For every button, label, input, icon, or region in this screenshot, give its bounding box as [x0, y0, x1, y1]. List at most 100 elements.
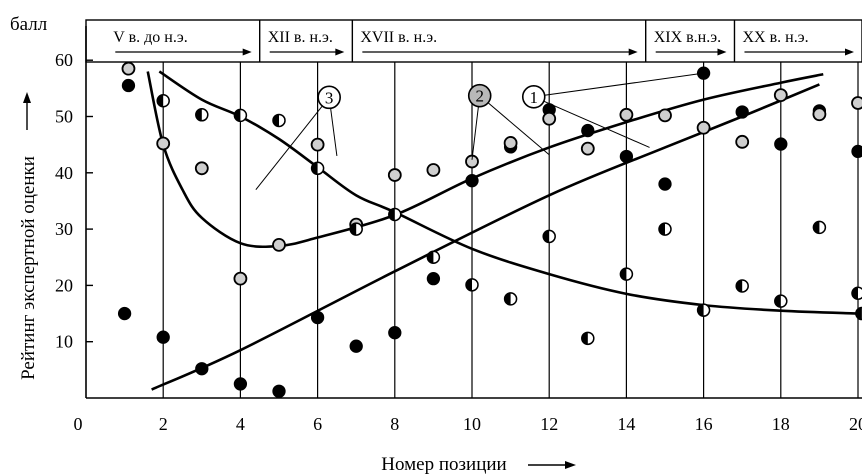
trend-line-3 [158, 70, 859, 315]
point-series-3-half [852, 287, 858, 300]
period-label: V в. до н.э. [113, 29, 187, 46]
point-series-2 [156, 136, 171, 151]
annotation-leader [255, 97, 330, 191]
x-tick-label: 16 [695, 414, 713, 434]
annotation-label: 3 [325, 88, 334, 107]
period-label: XX в. н.э. [742, 29, 808, 46]
point-series-2 [696, 120, 711, 135]
point-series-3-half [504, 292, 511, 305]
point-series-1 [272, 384, 286, 398]
point-series-3-half [273, 114, 279, 127]
annotation-circle [317, 85, 341, 110]
period-arrowhead [845, 48, 854, 56]
point-series-2 [194, 161, 209, 176]
point-series-3-half [195, 108, 202, 121]
x-tick-label: 4 [236, 414, 245, 434]
point-series-3-half [388, 208, 395, 221]
period-band-frame [85, 19, 862, 63]
point-series-3-half [697, 304, 704, 317]
point-series-1 [388, 326, 402, 340]
point-series-1 [121, 78, 136, 93]
point-series-2 [812, 107, 827, 122]
x-tick-label: 2 [159, 414, 168, 434]
point-series-2 [121, 61, 136, 76]
annotation-circle [467, 83, 492, 108]
axes [85, 26, 862, 399]
trend-line-2 [146, 71, 824, 249]
point-series-2 [233, 271, 248, 286]
point-series-2 [426, 163, 441, 177]
annotation-leader [533, 96, 650, 148]
point-series-3-half [659, 223, 665, 236]
point-series-1 [735, 105, 749, 119]
point-series-1 [658, 177, 672, 191]
y-tick-label: 40 [55, 163, 73, 183]
point-series-2 [735, 134, 750, 149]
annotation-label: 2 [475, 87, 484, 106]
point-series-3-half [157, 94, 164, 107]
point-series-1 [195, 362, 209, 376]
y-axis-arrow [23, 92, 31, 130]
annotation-label: 1 [530, 88, 539, 107]
series-annotations: 1 2 3 [255, 72, 704, 191]
x-tick-label: 14 [617, 414, 635, 434]
x-tick-label: 18 [772, 414, 790, 434]
point-series-3-half [774, 295, 781, 308]
point-series-1 [619, 149, 634, 164]
y-tick-label: 20 [55, 275, 73, 295]
x-tick-label: 0 [74, 414, 83, 434]
period-arrowhead [628, 48, 638, 56]
period-label: XIX в.н.э. [654, 29, 721, 46]
trend-line-1 [151, 83, 820, 391]
period-header-band: V в. до н.э. XII в. н.э. XVII в. н.э. XIX в… [85, 19, 862, 63]
y-axis-label: Рейтинг экспертной оценки [18, 156, 39, 380]
point-series-1 [426, 271, 441, 286]
point-series-2 [851, 96, 862, 110]
x-tick-label: 8 [390, 414, 399, 434]
point-series-2 [272, 237, 286, 252]
point-series-3-half [466, 278, 472, 291]
x-tick-label: 12 [540, 414, 558, 434]
point-series-2 [503, 136, 518, 150]
y-unit-label: балл [10, 14, 48, 35]
point-series-2 [310, 137, 325, 152]
period-label: XVII в. н.э. [360, 29, 437, 46]
point-series-1 [349, 339, 363, 353]
point-series-2 [773, 88, 788, 103]
point-series-1 [774, 137, 788, 151]
y-tick-label: 10 [55, 332, 73, 352]
point-series-2 [542, 111, 557, 126]
point-series-3-half [234, 109, 241, 122]
point-series-3-half [813, 221, 820, 234]
point-series-3-half [855, 307, 862, 320]
point-series-3-half [350, 223, 357, 236]
point-series-3-half [620, 268, 627, 281]
x-tick-label: 20 [849, 414, 862, 434]
annotation-circle [521, 84, 546, 109]
point-series-1 [581, 123, 595, 138]
point-series-1 [117, 306, 132, 321]
y-tick-label: 50 [55, 107, 73, 127]
point-series-1 [310, 310, 325, 325]
trend-lines [146, 70, 859, 391]
annotation-leader [533, 72, 704, 98]
x-axis-label: Номер позиции [381, 454, 506, 475]
point-series-2 [387, 168, 402, 182]
y-tick-label: 30 [55, 219, 73, 239]
point-series-1 [156, 330, 170, 344]
point-series-1 [851, 144, 862, 159]
tick-labels: 10203040506002468101214161820 [55, 50, 862, 434]
data-points [117, 61, 862, 398]
point-series-1 [233, 377, 248, 391]
point-series-3-half [427, 251, 434, 264]
point-series-3-half [581, 332, 588, 345]
period-arrowhead [335, 48, 345, 56]
point-series-2 [580, 141, 595, 156]
point-series-2 [465, 154, 479, 169]
period-arrowhead [717, 48, 727, 56]
y-tick-label: 60 [55, 50, 73, 70]
point-series-2 [658, 108, 672, 123]
point-series-3-half [311, 162, 318, 175]
point-series-3-half [543, 230, 550, 243]
